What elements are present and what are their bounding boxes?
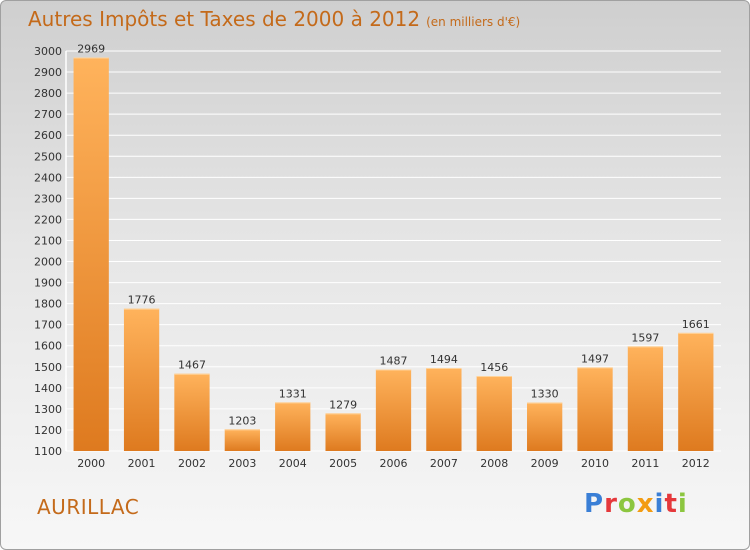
x-tick-label: 2005	[329, 457, 357, 470]
bar-value-label: 1279	[329, 398, 357, 411]
y-tick-label: 2300	[34, 192, 62, 205]
proxiti-logo[interactable]: Proxiti	[584, 489, 688, 519]
bar-value-label: 2969	[77, 43, 105, 56]
x-tick-label: 2011	[631, 457, 659, 470]
bar-value-label: 1467	[178, 359, 206, 372]
y-tick-label: 1700	[34, 319, 62, 332]
y-tick-label: 1300	[34, 403, 62, 416]
bar	[627, 346, 664, 451]
y-tick-label: 3000	[34, 45, 62, 58]
chart-title: Autres Impôts et Taxes de 2000 à 2012 (en…	[28, 7, 520, 31]
y-tick-label: 2900	[34, 66, 62, 79]
bar-value-label: 1487	[380, 355, 408, 368]
bar	[476, 376, 512, 451]
bars	[73, 57, 714, 452]
x-tick-label: 2006	[380, 457, 408, 470]
bar-value-label: 1330	[531, 388, 559, 401]
bar-value-label: 1494	[430, 353, 458, 366]
axes: 1100 1200 1300 1400 1500 1600 1700 1800 1900 2000…	[34, 45, 710, 470]
bar-value-label: 1661	[682, 318, 710, 331]
title-text: Autres Impôts et Taxes de 2000 à 2012	[28, 7, 421, 31]
x-tick-label: 2007	[430, 457, 458, 470]
x-tick-label: 2012	[682, 457, 710, 470]
y-tick-label: 1500	[34, 361, 62, 374]
x-tick-label: 2003	[228, 457, 256, 470]
logo-letter: t	[664, 489, 678, 519]
bar-value-label: 1776	[128, 294, 156, 307]
y-tick-label: 1800	[34, 298, 62, 311]
x-tick-label: 2004	[279, 457, 307, 470]
bar	[527, 402, 563, 451]
bar-value-label: 1456	[480, 361, 508, 374]
y-tick-label: 2500	[34, 150, 62, 163]
x-tick-label: 2008	[480, 457, 508, 470]
y-tick-label: 1100	[34, 445, 62, 458]
bar	[577, 367, 613, 451]
y-tick-label: 1900	[34, 277, 62, 290]
y-tick-label: 2400	[34, 171, 62, 184]
y-tick-label: 2800	[34, 87, 62, 100]
bar	[123, 308, 160, 451]
y-tick-label: 2100	[34, 234, 62, 247]
y-tick-label: 1200	[34, 424, 62, 437]
bar	[275, 402, 311, 451]
bar-value-label: 1203	[228, 414, 256, 427]
logo-letter: r	[604, 489, 618, 519]
bar	[426, 368, 462, 451]
x-tick-label: 2002	[178, 457, 206, 470]
logo-letter: P	[584, 489, 605, 519]
bar	[325, 413, 361, 451]
chart-subtitle: (en milliers d'€)	[426, 15, 521, 29]
logo-letter: i	[677, 489, 688, 519]
y-tick-label: 1600	[34, 340, 62, 353]
data-labels: 2969 1776 1467 1203 1331 1279 1487 1494 1456 1330…	[77, 43, 710, 428]
x-tick-label: 2000	[77, 457, 105, 470]
bar-value-label: 1597	[631, 331, 659, 344]
bar	[375, 369, 412, 451]
bar	[174, 373, 210, 451]
x-tick-label: 2009	[531, 457, 559, 470]
y-tick-label: 2200	[34, 213, 62, 226]
bar	[73, 57, 109, 452]
y-tick-label: 2000	[34, 256, 62, 269]
bar	[224, 429, 260, 451]
x-tick-label: 2010	[581, 457, 609, 470]
logo-letter: i	[654, 489, 665, 519]
logo-letter: x	[636, 489, 655, 519]
commune-name: AURILLAC	[37, 495, 140, 519]
y-tick-label: 2700	[34, 108, 62, 121]
y-tick-label: 1400	[34, 382, 62, 395]
y-tick-label: 2600	[34, 129, 62, 142]
logo-letter: o	[617, 489, 637, 519]
x-tick-label: 2001	[128, 457, 156, 470]
bar-value-label: 1331	[279, 387, 307, 400]
bar	[678, 332, 714, 451]
bar-value-label: 1497	[581, 352, 609, 365]
